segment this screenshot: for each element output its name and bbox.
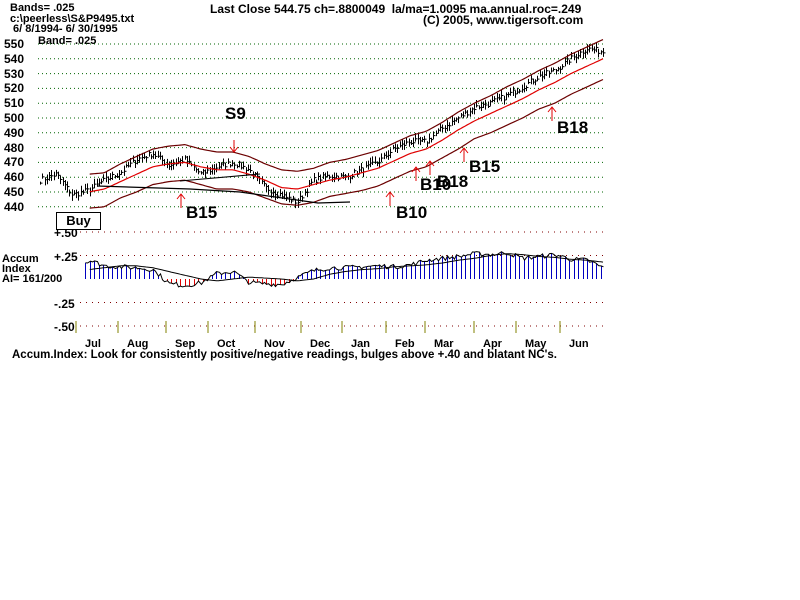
price-y-tick: 500 xyxy=(4,111,25,125)
accum-y-tick: -.25 xyxy=(54,296,75,311)
accum-label-line2: Index xyxy=(2,263,31,275)
signal-b15-mar: B15 xyxy=(469,157,501,176)
accum-index-note: Accum.Index: Look for consistently posit… xyxy=(12,349,557,361)
buy-arrow-b18-may xyxy=(547,106,557,121)
buy-signal-button[interactable]: Buy xyxy=(56,212,101,230)
price-y-tick: 540 xyxy=(4,51,25,66)
month-label-dec: Dec xyxy=(310,338,331,350)
stats-line: Last Close 544.75 ch=.8800049 la/ma=1.00… xyxy=(210,2,582,16)
price-y-tick: 460 xyxy=(4,170,25,185)
price-y-tick: 530 xyxy=(4,66,25,81)
buy-arrow-b15-sep xyxy=(176,193,186,208)
price-y-tick: 550 xyxy=(4,37,25,51)
accum-ma-line xyxy=(89,253,604,282)
file-path: c:\peerless\S&P9495.txt xyxy=(10,13,135,25)
accum-y-tick: +.25 xyxy=(54,249,78,264)
trendline-support xyxy=(96,185,351,204)
buy-arrow-b15-mar xyxy=(459,147,469,162)
month-label-feb: Feb xyxy=(395,338,415,350)
price-y-tick: 480 xyxy=(4,140,25,155)
signal-b18-feb: B18 xyxy=(437,172,469,191)
upper-band-line xyxy=(89,39,604,175)
month-label-jan: Jan xyxy=(351,338,370,350)
buy-arrow-b10-feb xyxy=(411,166,421,181)
accum-bars xyxy=(85,251,602,287)
band-label: Band= .025 xyxy=(38,35,97,47)
price-y-tick: 470 xyxy=(4,155,25,170)
price-y-tick: 520 xyxy=(4,81,25,96)
month-label-jul: Jul xyxy=(85,338,101,350)
copyright: (C) 2005, www.tigersoft.com xyxy=(423,13,584,27)
price-y-tick: 440 xyxy=(4,199,25,214)
ai-score: AI= 161/200 xyxy=(2,273,63,285)
buy-arrow-b10-jan xyxy=(385,191,395,206)
moving-average-line xyxy=(89,58,604,193)
accum-label-line1: Accum xyxy=(2,253,39,265)
month-label-sep: Sep xyxy=(175,338,196,350)
month-label-jun: Jun xyxy=(569,338,589,350)
price-y-tick: 510 xyxy=(4,96,25,111)
bands-label: Bands= .025 xyxy=(10,2,75,14)
signal-b10-feb: B10 xyxy=(420,175,452,194)
accum-outline xyxy=(85,251,604,288)
signal-b15-sep: B15 xyxy=(186,203,218,222)
trendline-resistance xyxy=(179,173,261,182)
accum-y-tick: -.50 xyxy=(54,320,75,334)
month-label-apr: Apr xyxy=(483,338,502,350)
date-range: 6/ 8/1994- 6/ 30/1995 xyxy=(10,23,118,35)
lower-band-line xyxy=(89,78,604,209)
signal-b18-may: B18 xyxy=(557,118,589,137)
month-label-oct: Oct xyxy=(217,338,236,350)
sell-arrow-s9 xyxy=(229,140,239,153)
price-y-tick: 490 xyxy=(4,125,25,140)
month-label-nov: Nov xyxy=(264,338,285,350)
month-label-may: May xyxy=(525,338,547,350)
price-bars xyxy=(40,42,606,209)
price-y-tick: 450 xyxy=(4,185,25,199)
month-label-aug: Aug xyxy=(127,338,149,350)
month-label-mar: Mar xyxy=(434,338,454,350)
signal-b10-jan: B10 xyxy=(396,203,428,222)
buy-arrow-b18-feb xyxy=(425,160,435,175)
signal-s9: S9 xyxy=(225,104,246,123)
